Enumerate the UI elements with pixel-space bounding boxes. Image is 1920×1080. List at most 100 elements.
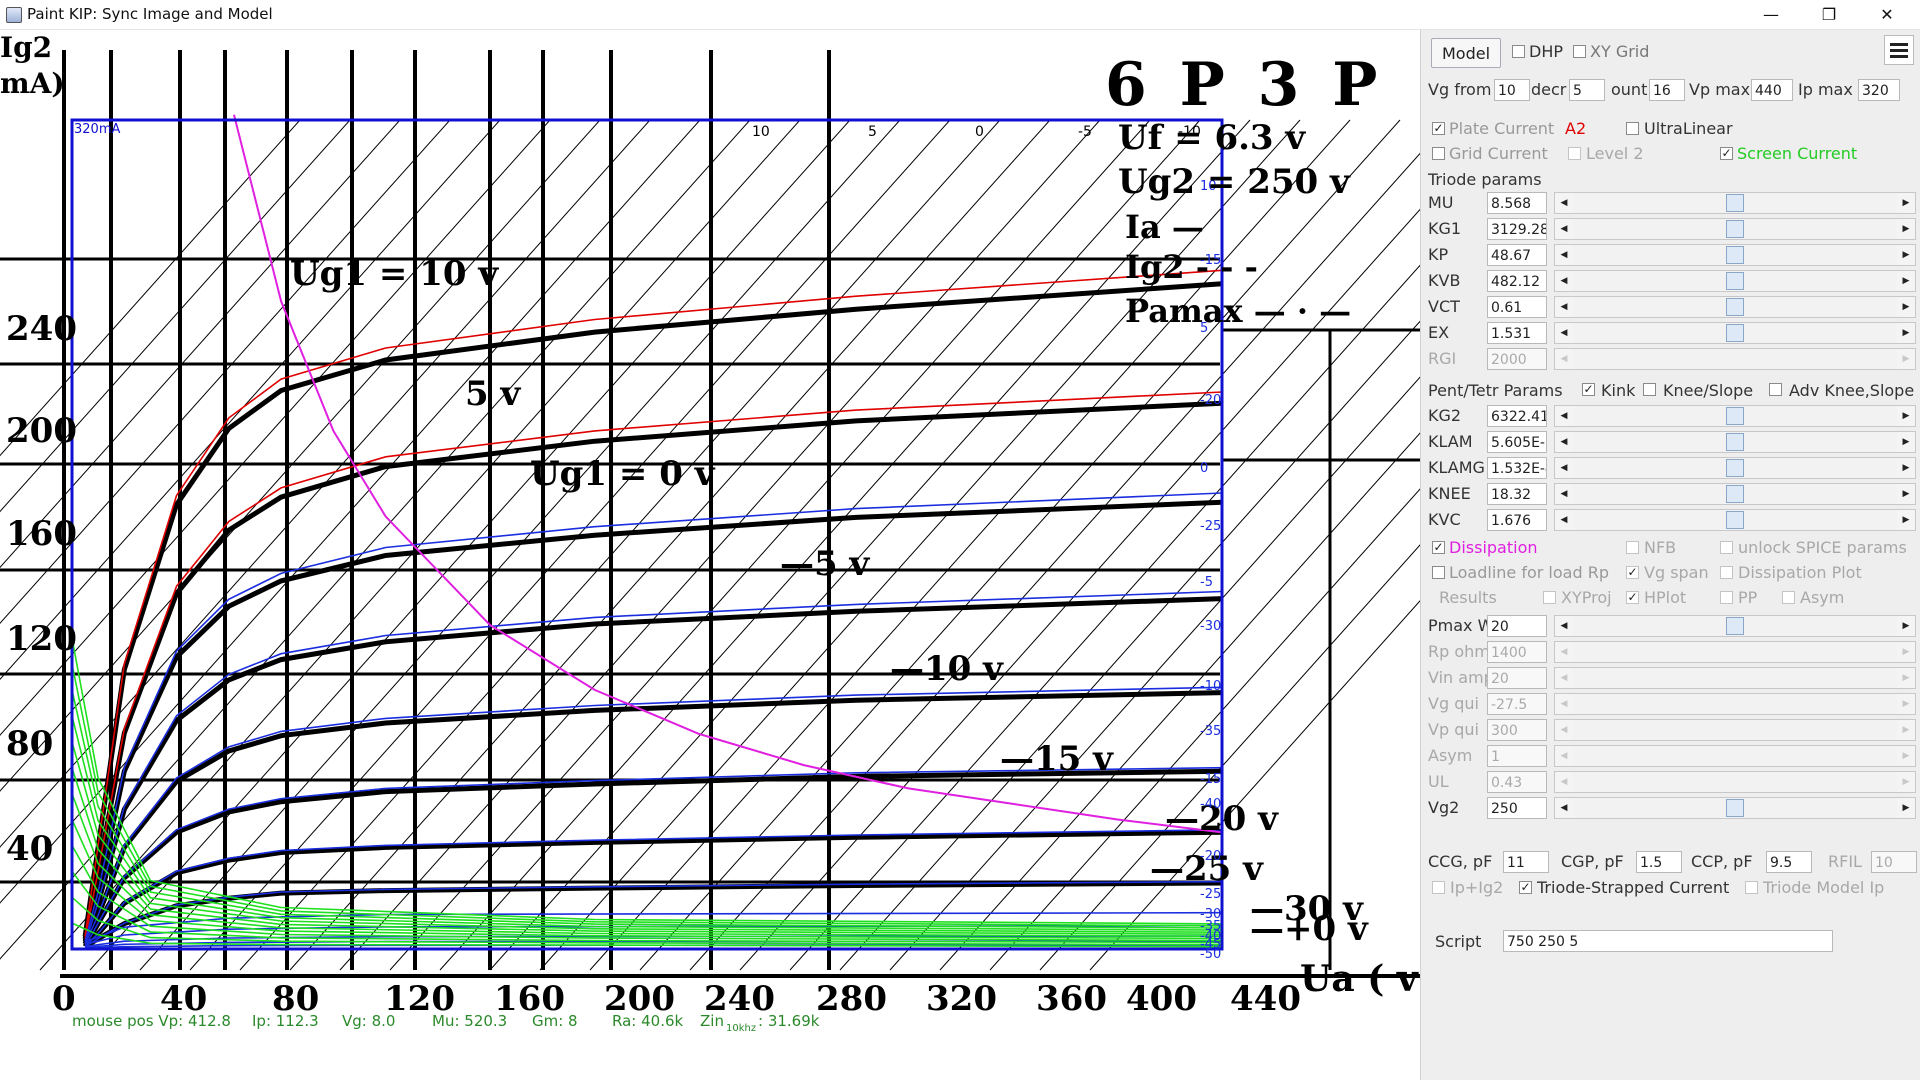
pmax-w-input[interactable]: 20 (1487, 615, 1547, 637)
slider-thumb[interactable] (1726, 407, 1744, 425)
kvb-slider[interactable]: ◀ ▶ (1554, 270, 1916, 292)
cgp-input[interactable]: 1.5 (1636, 851, 1682, 873)
dissipation-plot-checkbox[interactable] (1720, 566, 1733, 579)
vg-span-checkbox[interactable]: ✓ (1626, 565, 1639, 579)
xy-grid-checkbox[interactable] (1573, 45, 1586, 58)
ip-ig2-checkbox[interactable] (1432, 881, 1445, 894)
slider-left-arrow-icon[interactable]: ◀ (1555, 458, 1573, 478)
slider-left-arrow-icon[interactable]: ◀ (1555, 432, 1573, 452)
xyproj-checkbox[interactable] (1543, 591, 1556, 604)
slider-right-arrow-icon[interactable]: ▶ (1897, 484, 1915, 504)
rp-ohm-slider[interactable]: ◀ ▶ (1554, 641, 1916, 663)
slider-left-arrow-icon[interactable]: ◀ (1555, 245, 1573, 265)
nfb-checkbox[interactable] (1626, 541, 1639, 554)
slider-right-arrow-icon[interactable]: ▶ (1897, 219, 1915, 239)
triode-model-ip-checkbox[interactable] (1745, 881, 1758, 894)
klamg-input[interactable]: 1.532E-4 (1487, 457, 1547, 479)
slider-right-arrow-icon[interactable]: ▶ (1897, 193, 1915, 213)
slider-left-arrow-icon[interactable]: ◀ (1555, 349, 1573, 369)
slider-thumb[interactable] (1726, 220, 1744, 238)
slider-right-arrow-icon[interactable]: ▶ (1897, 668, 1915, 688)
slider-left-arrow-icon[interactable]: ◀ (1555, 694, 1573, 714)
loadline-checkbox[interactable] (1432, 566, 1445, 579)
plot-svg[interactable]: 0 40 80 120 160 200 240 280 320 360 400 440 40 80 120 1… (0, 30, 1420, 1080)
slider-right-arrow-icon[interactable]: ▶ (1897, 642, 1915, 662)
slider-left-arrow-icon[interactable]: ◀ (1555, 219, 1573, 239)
slider-thumb[interactable] (1726, 272, 1744, 290)
slider-thumb[interactable] (1726, 324, 1744, 342)
slider-left-arrow-icon[interactable]: ◀ (1555, 616, 1573, 636)
slider-right-arrow-icon[interactable]: ▶ (1897, 458, 1915, 478)
script-input[interactable]: 750 250 5 (1503, 930, 1833, 952)
slider-left-arrow-icon[interactable]: ◀ (1555, 720, 1573, 740)
slider-right-arrow-icon[interactable]: ▶ (1897, 694, 1915, 714)
vg2-input[interactable]: 250 (1487, 797, 1547, 819)
knee-input[interactable]: 18.32 (1487, 483, 1547, 505)
triode-strapped-checkbox[interactable]: ✓ (1519, 880, 1532, 894)
slider-left-arrow-icon[interactable]: ◀ (1555, 193, 1573, 213)
slider-left-arrow-icon[interactable]: ◀ (1555, 323, 1573, 343)
slider-right-arrow-icon[interactable]: ▶ (1897, 772, 1915, 792)
knee-slider[interactable]: ◀ ▶ (1554, 483, 1916, 505)
slider-right-arrow-icon[interactable]: ▶ (1897, 271, 1915, 291)
kink-checkbox[interactable]: ✓ (1582, 382, 1595, 396)
vct-input[interactable]: 0.61 (1487, 296, 1547, 318)
kg1-slider[interactable]: ◀ ▶ (1554, 218, 1916, 240)
slider-left-arrow-icon[interactable]: ◀ (1555, 484, 1573, 504)
vin-ampl-input[interactable]: 20 (1487, 667, 1547, 689)
slider-left-arrow-icon[interactable]: ◀ (1555, 746, 1573, 766)
slider-left-arrow-icon[interactable]: ◀ (1555, 271, 1573, 291)
slider-left-arrow-icon[interactable]: ◀ (1555, 510, 1573, 530)
slider-thumb[interactable] (1726, 194, 1744, 212)
kvc-slider[interactable]: ◀ ▶ (1554, 509, 1916, 531)
slider-thumb[interactable] (1726, 246, 1744, 264)
rfil-input[interactable]: 10 (1871, 851, 1917, 873)
vg-from-input[interactable]: 10 (1494, 79, 1530, 101)
slider-thumb[interactable] (1726, 433, 1744, 451)
slider-thumb[interactable] (1726, 298, 1744, 316)
slider-right-arrow-icon[interactable]: ▶ (1897, 323, 1915, 343)
hamburger-menu-icon[interactable] (1884, 35, 1914, 65)
vp-qui-input[interactable]: 300 (1487, 719, 1547, 741)
rgi-slider[interactable]: ◀ ▶ (1554, 348, 1916, 370)
ex-slider[interactable]: ◀ ▶ (1554, 322, 1916, 344)
slider-thumb[interactable] (1726, 799, 1744, 817)
screen-current-checkbox[interactable]: ✓ (1720, 146, 1733, 160)
plot-canvas[interactable]: 0 40 80 120 160 200 240 280 320 360 400 440 40 80 120 1… (0, 30, 1420, 1080)
slider-right-arrow-icon[interactable]: ▶ (1897, 349, 1915, 369)
vp-qui-slider[interactable]: ◀ ▶ (1554, 719, 1916, 741)
slider-right-arrow-icon[interactable]: ▶ (1897, 406, 1915, 426)
asym-checkbox[interactable] (1782, 591, 1795, 604)
klamg-slider[interactable]: ◀ ▶ (1554, 457, 1916, 479)
slider-left-arrow-icon[interactable]: ◀ (1555, 668, 1573, 688)
kg1-input[interactable]: 3129.28 (1487, 218, 1547, 240)
slider-right-arrow-icon[interactable]: ▶ (1897, 432, 1915, 452)
asym-input[interactable]: 1 (1487, 745, 1547, 767)
slider-right-arrow-icon[interactable]: ▶ (1897, 297, 1915, 317)
kg2-slider[interactable]: ◀ ▶ (1554, 405, 1916, 427)
vp-max-input[interactable]: 440 (1751, 79, 1793, 101)
kvb-input[interactable]: 482.12 (1487, 270, 1547, 292)
vg-qui-slider[interactable]: ◀ ▶ (1554, 693, 1916, 715)
level2-checkbox[interactable] (1568, 147, 1581, 160)
ip-max-input[interactable]: 320 (1858, 79, 1900, 101)
dhp-checkbox[interactable] (1512, 45, 1525, 58)
slider-left-arrow-icon[interactable]: ◀ (1555, 642, 1573, 662)
klam-input[interactable]: 5.605E-8 (1487, 431, 1547, 453)
ul-input[interactable]: 0.43 (1487, 771, 1547, 793)
slider-right-arrow-icon[interactable]: ▶ (1897, 616, 1915, 636)
slider-thumb[interactable] (1726, 511, 1744, 529)
dissipation-checkbox[interactable]: ✓ (1432, 540, 1445, 554)
model-button[interactable]: Model (1431, 38, 1501, 68)
kp-slider[interactable]: ◀ ▶ (1554, 244, 1916, 266)
slider-right-arrow-icon[interactable]: ▶ (1897, 720, 1915, 740)
decr-input[interactable]: 5 (1569, 79, 1605, 101)
slider-right-arrow-icon[interactable]: ▶ (1897, 798, 1915, 818)
ccg-input[interactable]: 11 (1503, 851, 1549, 873)
close-button[interactable]: ✕ (1880, 5, 1894, 24)
slider-right-arrow-icon[interactable]: ▶ (1897, 746, 1915, 766)
slider-right-arrow-icon[interactable]: ▶ (1897, 245, 1915, 265)
slider-thumb[interactable] (1726, 617, 1744, 635)
ex-input[interactable]: 1.531 (1487, 322, 1547, 344)
restore-button[interactable]: ❐ (1821, 5, 1837, 24)
